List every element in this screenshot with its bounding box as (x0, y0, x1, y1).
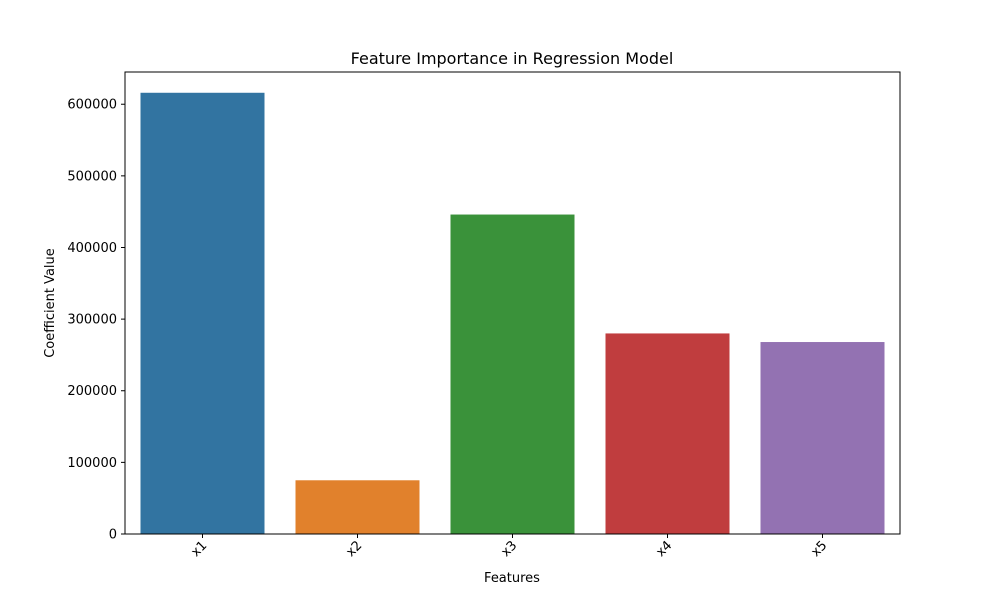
y-axis-label: Coefficient Value (43, 248, 58, 358)
bar-x3 (450, 214, 575, 534)
x-tick-label: x1 (188, 538, 210, 560)
y-tick-label: 200000 (67, 384, 117, 399)
x-tick-label: x2 (343, 538, 365, 560)
y-tick-label: 600000 (67, 98, 117, 113)
chart-title: Feature Importance in Regression Model (351, 49, 674, 68)
y-tick-label: 500000 (67, 169, 117, 184)
y-axis-ticks: 0 100000 200000 300000 400000 500000 600000 (67, 98, 125, 543)
y-tick-label: 100000 (67, 456, 117, 471)
bar-x4 (605, 333, 730, 534)
bars-layer (140, 92, 885, 534)
y-tick-label: 400000 (67, 241, 117, 256)
x-axis-label: Features (484, 571, 540, 586)
bar-x5 (760, 342, 885, 534)
x-tick-label: x3 (498, 538, 520, 560)
y-tick-label: 0 (109, 528, 117, 543)
plot-frame (124, 71, 901, 535)
bar-x2 (295, 480, 420, 534)
x-tick-label: x5 (808, 538, 830, 560)
x-axis-ticks: x1 x2 x3 x4 x5 (188, 534, 830, 560)
y-tick-label: 300000 (67, 313, 117, 328)
bar-x1 (140, 92, 265, 534)
x-tick-label: x4 (653, 538, 675, 560)
